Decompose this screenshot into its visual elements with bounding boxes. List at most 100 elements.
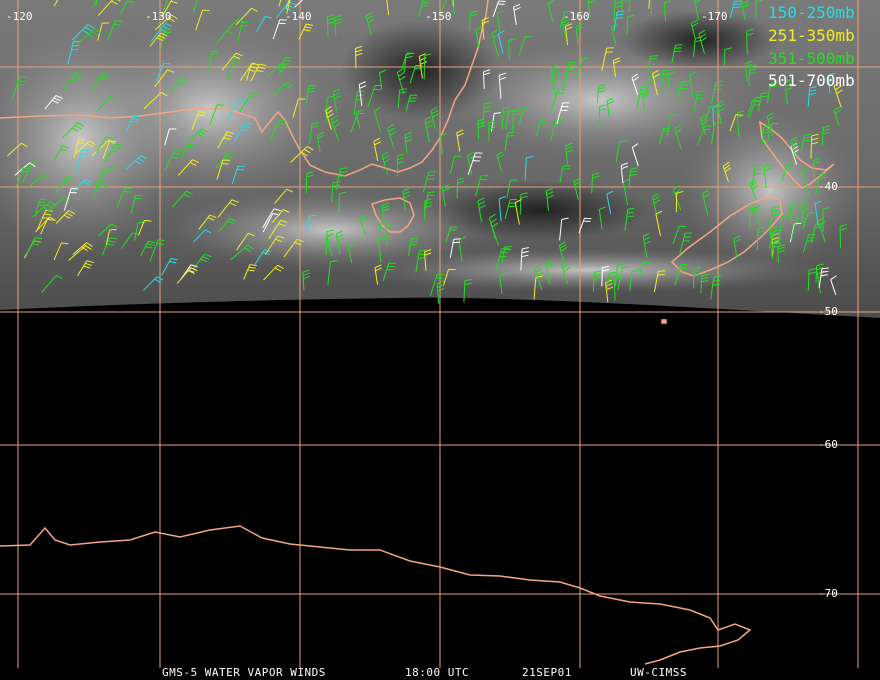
wind-barb-feather bbox=[741, 0, 749, 5]
wind-barb-feather bbox=[507, 134, 515, 137]
wind-barb-feather bbox=[679, 225, 687, 228]
wind-barb bbox=[518, 108, 524, 125]
wind-barb bbox=[617, 267, 624, 291]
wind-barb-feather bbox=[396, 68, 404, 73]
wind-barb-feather bbox=[456, 129, 464, 134]
wind-barb bbox=[506, 180, 511, 198]
wind-barb-feather bbox=[204, 229, 212, 234]
wind-barb-feather bbox=[164, 28, 172, 30]
wind-barb-feather bbox=[464, 278, 472, 282]
wind-barb-feather bbox=[259, 63, 267, 67]
wind-barb-feather bbox=[29, 162, 36, 168]
wind-barb-feather bbox=[403, 194, 411, 199]
wind-barb-feather bbox=[156, 243, 164, 245]
wind-barb-feather bbox=[307, 146, 314, 151]
wind-barb-feather bbox=[599, 206, 606, 211]
wind-barb-feather bbox=[489, 213, 496, 219]
wind-barb-feather bbox=[89, 140, 96, 146]
wind-barb-feather bbox=[238, 98, 246, 102]
wind-barb-feather bbox=[424, 116, 432, 121]
wind-barb-feather bbox=[575, 184, 582, 189]
wind-barb-feather bbox=[65, 178, 73, 182]
wind-barb-feather bbox=[21, 142, 28, 148]
longitude-label: -120 bbox=[6, 10, 33, 23]
wind-barb bbox=[456, 179, 459, 199]
wind-barb-feather bbox=[378, 236, 386, 240]
wind-barb-feather bbox=[627, 207, 635, 210]
wind-barb-feather bbox=[597, 90, 605, 93]
footer-time: 18:00 UTC bbox=[405, 666, 469, 679]
wind-barb-feather bbox=[229, 218, 237, 222]
wind-barb-feather bbox=[830, 275, 837, 280]
wind-barb-feather bbox=[561, 19, 569, 24]
wind-barb-feather bbox=[189, 162, 197, 167]
wind-barb-feather bbox=[734, 238, 741, 243]
wind-barb bbox=[235, 7, 252, 26]
wind-barb-feather bbox=[286, 188, 294, 193]
wind-barb-feather bbox=[211, 50, 219, 52]
wind-barb-feather bbox=[356, 98, 364, 101]
wind-barb bbox=[226, 18, 239, 32]
wind-barb-feather bbox=[374, 264, 382, 269]
wind-barb-feather bbox=[424, 249, 432, 253]
wind-barb-feather bbox=[257, 66, 265, 70]
latitude-label: -40 bbox=[818, 180, 838, 193]
wind-barb-feather bbox=[133, 115, 141, 118]
wind-barb-feather bbox=[241, 21, 249, 24]
wind-barb-feather bbox=[801, 199, 809, 204]
wind-barb-feather bbox=[75, 72, 83, 76]
wind-barb-feather bbox=[355, 49, 363, 53]
wind-barb-feather bbox=[751, 184, 759, 190]
wind-barb-feather bbox=[198, 111, 206, 113]
wind-barb-feather bbox=[491, 222, 499, 228]
wind-barb-feather bbox=[467, 155, 475, 160]
wind-barb-feather bbox=[599, 104, 607, 108]
wind-barb-feather bbox=[360, 217, 368, 223]
wind-barb-feather bbox=[374, 106, 381, 112]
wind-barb-feather bbox=[333, 91, 341, 96]
wind-barb-feather bbox=[327, 21, 335, 25]
wind-barb-feather bbox=[382, 202, 390, 206]
wind-barb-feather bbox=[426, 124, 434, 129]
wind-barb-feather bbox=[559, 241, 566, 246]
wind-barb-feather bbox=[424, 252, 432, 256]
wind-barb-feather bbox=[115, 143, 123, 146]
wind-barb bbox=[672, 226, 680, 244]
wind-barb-feather bbox=[652, 196, 660, 201]
wind-barb-feather bbox=[576, 26, 583, 31]
wind-barb-feather bbox=[718, 107, 725, 112]
wind-barb-feather bbox=[308, 87, 316, 90]
wind-barb-feather bbox=[185, 148, 193, 151]
wind-barb bbox=[666, 115, 672, 138]
wind-barb-feather bbox=[389, 131, 397, 136]
wind-barb-feather bbox=[640, 89, 648, 92]
wind-barb-feather bbox=[397, 157, 405, 161]
wind-barb-feather bbox=[200, 258, 208, 263]
longitude-label: -150 bbox=[425, 10, 452, 23]
wind-barb-feather bbox=[613, 275, 621, 280]
wind-barb bbox=[209, 104, 218, 126]
legend-item-150-250: 150-250mb bbox=[768, 3, 855, 22]
wind-barb-feather bbox=[178, 80, 186, 84]
wind-barb-feather bbox=[115, 20, 123, 22]
wind-barb-feather bbox=[359, 214, 367, 220]
wind-barb-feather bbox=[632, 269, 640, 272]
wind-barb-feather bbox=[188, 270, 195, 275]
wind-barb-feather bbox=[592, 175, 600, 179]
wind-barb-feather bbox=[102, 72, 110, 76]
wind-barb-feather bbox=[117, 0, 121, 2]
wind-barb-feather bbox=[736, 110, 744, 114]
wind-barb bbox=[449, 156, 456, 174]
wind-barb-feather bbox=[566, 149, 574, 154]
wind-barb-feather bbox=[85, 178, 93, 184]
wind-barb-feather bbox=[691, 22, 699, 27]
wind-barb-feather bbox=[158, 35, 166, 39]
wind-barb-feather bbox=[483, 110, 491, 113]
wind-barb-feather bbox=[696, 97, 704, 100]
wind-barb-feather bbox=[125, 187, 133, 190]
wind-barb-feather bbox=[278, 223, 286, 227]
wind-barb-feather bbox=[609, 271, 617, 274]
wind-barb-feather bbox=[614, 5, 622, 9]
wind-barb-feather bbox=[109, 237, 117, 240]
wind-barb-feather bbox=[626, 215, 634, 218]
